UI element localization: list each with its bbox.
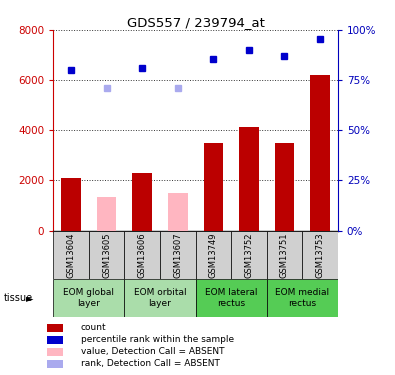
Bar [275,143,294,231]
Bar [239,126,259,231]
Bar [203,143,223,231]
FancyBboxPatch shape [231,231,267,279]
Bar [97,197,117,231]
Bar [310,75,330,231]
Bar [61,178,81,231]
Text: EOM medial
rectus: EOM medial rectus [275,288,329,308]
Text: tissue: tissue [4,293,33,303]
FancyBboxPatch shape [196,231,231,279]
FancyBboxPatch shape [124,231,160,279]
Text: GSM13606: GSM13606 [138,232,147,278]
Text: percentile rank within the sample: percentile rank within the sample [81,335,234,344]
Bar [168,193,188,231]
FancyBboxPatch shape [89,231,124,279]
FancyBboxPatch shape [53,231,89,279]
FancyBboxPatch shape [53,279,124,317]
Text: GSM13749: GSM13749 [209,232,218,278]
Text: GSM13751: GSM13751 [280,232,289,278]
Text: EOM global
layer: EOM global layer [63,288,115,308]
Text: GSM13605: GSM13605 [102,232,111,278]
FancyBboxPatch shape [302,231,338,279]
Text: EOM orbital
layer: EOM orbital layer [134,288,186,308]
Text: GSM13604: GSM13604 [67,232,75,278]
FancyBboxPatch shape [124,279,196,317]
Text: rank, Detection Call = ABSENT: rank, Detection Call = ABSENT [81,359,220,368]
Title: GDS557 / 239794_at: GDS557 / 239794_at [126,16,265,29]
FancyBboxPatch shape [267,279,338,317]
Text: GSM13753: GSM13753 [316,232,324,278]
FancyBboxPatch shape [196,279,267,317]
Text: EOM lateral
rectus: EOM lateral rectus [205,288,257,308]
FancyBboxPatch shape [267,231,302,279]
Text: count: count [81,323,107,332]
Text: GSM13607: GSM13607 [173,232,182,278]
FancyBboxPatch shape [160,231,196,279]
Bar [132,173,152,231]
Text: ►: ► [26,293,33,303]
Text: value, Detection Call = ABSENT: value, Detection Call = ABSENT [81,347,224,356]
Text: GSM13752: GSM13752 [245,232,253,278]
